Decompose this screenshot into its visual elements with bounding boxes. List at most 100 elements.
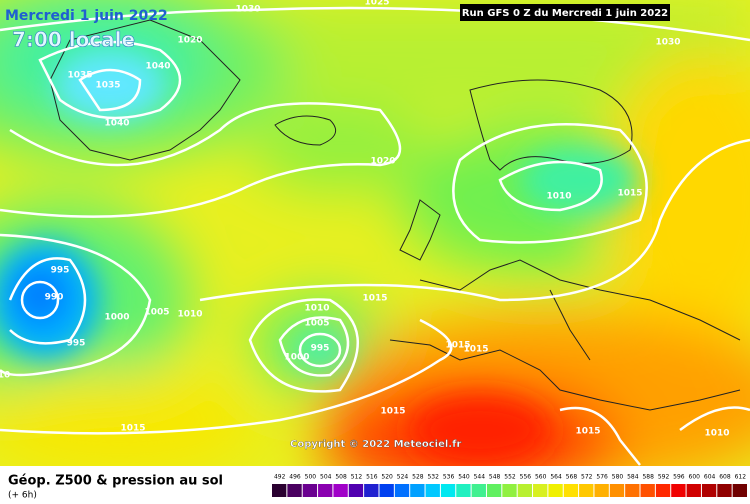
- scale-cell: [640, 484, 655, 497]
- copyright: Copyright © 2022 Meteociel.fr: [290, 439, 461, 450]
- scale-label: 572: [581, 474, 593, 481]
- isobar-label: 1010: [304, 304, 329, 314]
- scale-cell: [287, 484, 302, 497]
- scale-cell: [348, 484, 364, 497]
- coastlines: [49, 19, 741, 411]
- isobar-label: 1010: [546, 192, 571, 202]
- isobar-labels: 1025103010201040103510351040103010201010…: [0, 0, 730, 439]
- scale-label: 576: [596, 474, 608, 481]
- scale-label: 504: [320, 474, 332, 481]
- scale-label: 540: [458, 474, 470, 481]
- scale-label: 528: [412, 474, 424, 481]
- legend-title: Géop. Z500 & pression au sol: [8, 474, 223, 489]
- scale-cell: [579, 484, 594, 497]
- scale-cell: [364, 484, 379, 497]
- isobar-label: 1000: [104, 313, 129, 323]
- isobar-label: 1015: [617, 189, 642, 199]
- isobar-label: 990: [45, 293, 64, 303]
- isobar-label: 1000: [284, 353, 309, 363]
- isobar-label: 1020: [370, 157, 395, 167]
- isobar-label: 1015: [575, 427, 600, 437]
- isobar-label: 995: [311, 344, 330, 354]
- isobar-label: 1005: [304, 319, 329, 329]
- legend-lead: (+ 6h): [8, 491, 37, 501]
- scale-cell: [594, 484, 609, 497]
- scale-label: 568: [566, 474, 578, 481]
- isobar-label: 1025: [364, 0, 389, 8]
- run-box: [460, 4, 670, 21]
- scale-cell: [563, 484, 579, 497]
- scale-label: 536: [443, 474, 455, 481]
- scale-cell: [609, 484, 625, 497]
- scale-label: 584: [627, 474, 639, 481]
- scale-cell: [655, 484, 671, 497]
- isobar-label: 1040: [104, 119, 129, 129]
- isobars: [0, 6, 750, 466]
- isobar-label: 995: [67, 339, 86, 349]
- isobar-label: 1005: [144, 308, 169, 318]
- scale-cell: [732, 484, 747, 497]
- scale-label: 492: [274, 474, 286, 481]
- isobar-label: 1020: [177, 36, 202, 46]
- scale-label: 548: [489, 474, 501, 481]
- scale-cell: [410, 484, 425, 497]
- scale-cell: [333, 484, 348, 497]
- scale-cell: [394, 484, 410, 497]
- scale-cell: [318, 484, 333, 497]
- scale-label: 520: [381, 474, 393, 481]
- scale-cell: [272, 484, 287, 497]
- scale-cell: [625, 484, 640, 497]
- isobar-label: 1015: [463, 345, 488, 355]
- scale-cell: [502, 484, 517, 497]
- scale-label: 612: [735, 474, 747, 481]
- map-time: 7:00 locale: [12, 28, 135, 52]
- isobar-label: 1015: [362, 294, 387, 304]
- scale-label: 588: [642, 474, 654, 481]
- scale-label: 556: [520, 474, 532, 481]
- scale-cell: [440, 484, 456, 497]
- scale-label: 592: [658, 474, 670, 481]
- isobar-label: 1035: [67, 71, 92, 81]
- scale-cell: [471, 484, 486, 497]
- scale-label: 496: [289, 474, 301, 481]
- scale-cell: [456, 484, 471, 497]
- scale-label: 508: [335, 474, 347, 481]
- scale-label: 532: [427, 474, 439, 481]
- scale-label: 524: [397, 474, 409, 481]
- scale-label: 516: [366, 474, 378, 481]
- isobar-label: 1015: [380, 407, 405, 417]
- map-title: Mercredi 1 juin 2022: [5, 8, 168, 24]
- scale-cell: [517, 484, 533, 497]
- scale-label: 608: [719, 474, 731, 481]
- scale-label: 512: [351, 474, 363, 481]
- scale-label: 600: [689, 474, 701, 481]
- isobar-label: 995: [51, 266, 70, 276]
- scale-label: 580: [612, 474, 624, 481]
- isobar-label: 1035: [95, 81, 120, 91]
- scale-cell: [671, 484, 686, 497]
- scale-cell: [548, 484, 563, 497]
- scale-cell: [686, 484, 701, 497]
- scale-cell: [533, 484, 548, 497]
- color-scale: 492 496 500 504 508 512 516 520 524 528 532 536 540 5…: [272, 474, 747, 497]
- isobar-label: 1030: [655, 38, 680, 48]
- isobar-label: 1015: [445, 341, 470, 351]
- scale-cell: [486, 484, 502, 497]
- scale-label: 544: [474, 474, 486, 481]
- scale-cell: [425, 484, 440, 497]
- isobar-label: 10: [0, 371, 10, 381]
- isobar-label: 1015: [120, 424, 145, 434]
- scale-label: 604: [704, 474, 716, 481]
- isobar-label: 1010: [704, 429, 729, 439]
- scale-label: 596: [673, 474, 685, 481]
- scale-cell: [701, 484, 717, 497]
- scale-cell: [302, 484, 318, 497]
- scale-cell: [379, 484, 394, 497]
- scale-label: 500: [305, 474, 317, 481]
- scale-label: 564: [550, 474, 562, 481]
- run-info: Run GFS 0 Z du Mercredi 1 juin 2022: [462, 8, 668, 19]
- scale-label: 560: [535, 474, 547, 481]
- isobar-label: 1040: [145, 62, 170, 72]
